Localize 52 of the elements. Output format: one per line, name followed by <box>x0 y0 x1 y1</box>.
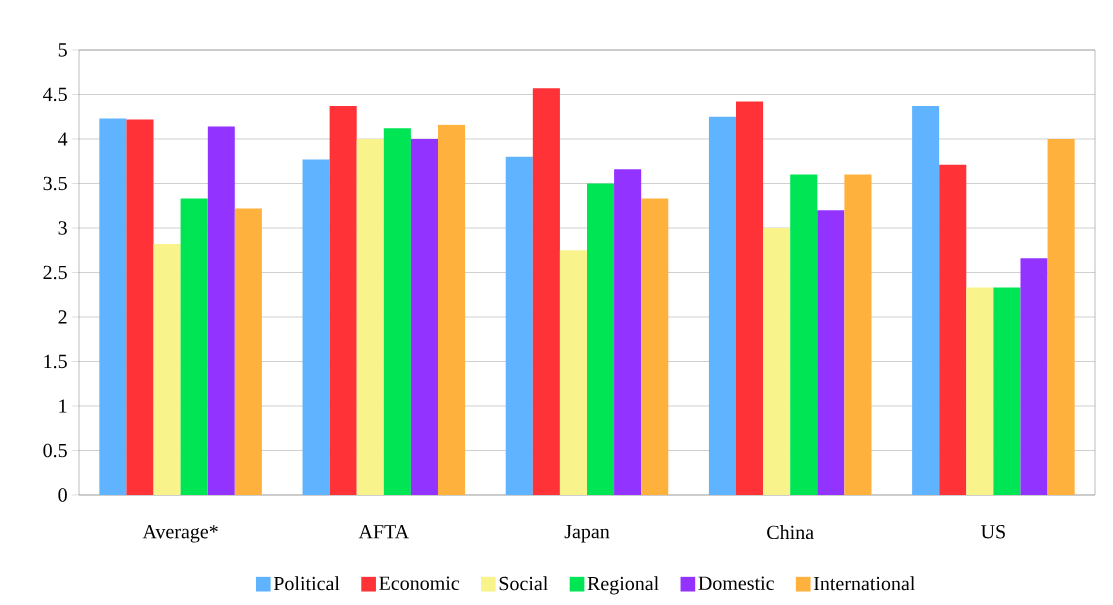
x-tick-label: China <box>767 525 814 540</box>
bar <box>207 126 235 495</box>
bar <box>99 118 127 495</box>
bar <box>180 198 208 495</box>
x-tick-label: Japan <box>564 525 610 543</box>
x-tick-label: Average* <box>142 525 218 543</box>
bar <box>153 244 181 495</box>
bar <box>641 198 669 495</box>
bar <box>844 174 872 495</box>
bar <box>559 250 587 495</box>
bar <box>614 169 642 495</box>
legend-label: Social <box>499 576 548 591</box>
x-tick-label: US <box>981 525 1005 539</box>
bar <box>587 183 615 495</box>
y-tick-label: 3.5 <box>43 176 67 191</box>
legend-label: Political <box>273 576 340 591</box>
y-tick-label: 1.5 <box>44 354 67 369</box>
x-tick-label: AFTA <box>358 525 409 539</box>
y-tick-label: 2.5 <box>43 265 67 280</box>
y-tick-label: 4 <box>58 132 68 146</box>
bar <box>329 106 357 495</box>
bar <box>912 106 940 495</box>
bar <box>790 174 818 495</box>
y-tick-label: 5 <box>58 43 67 57</box>
legend-label: International <box>813 576 915 591</box>
y-tick-label: 1 <box>59 399 67 413</box>
y-tick-label: 2 <box>58 310 67 324</box>
y-tick-label: 3 <box>58 221 67 235</box>
bar <box>437 124 466 495</box>
bar <box>1047 138 1075 495</box>
bar <box>817 210 845 495</box>
bar <box>532 88 560 495</box>
bar <box>993 287 1021 495</box>
bar <box>383 128 411 495</box>
y-tick-label: 4.5 <box>43 87 67 102</box>
bar <box>234 208 262 495</box>
bar <box>966 287 994 495</box>
bar <box>410 138 438 495</box>
bar <box>126 119 154 495</box>
bar <box>505 156 533 495</box>
bar <box>763 227 791 495</box>
bar <box>1020 258 1048 495</box>
legend-label: Regional <box>587 576 659 595</box>
bar <box>708 116 737 495</box>
y-tick-label: 0.5 <box>43 443 67 458</box>
legend-label: Domestic <box>698 576 774 590</box>
bar <box>736 101 764 495</box>
bar <box>939 164 967 495</box>
legend-label: Economic <box>379 576 460 590</box>
bar <box>356 138 384 495</box>
y-tick-label: 0 <box>58 488 67 502</box>
bar <box>302 159 330 495</box>
